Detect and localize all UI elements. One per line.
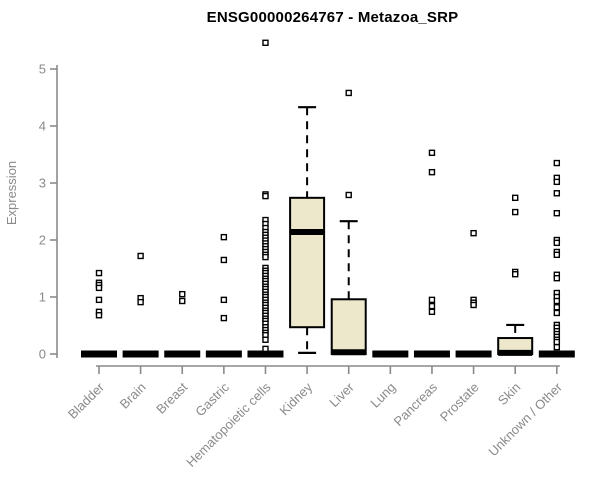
outlier-point [95,296,103,304]
median-line [413,350,450,358]
outlier-point [553,274,561,282]
x-category-label: Gastric [192,379,232,419]
median-line [455,350,492,358]
outlier-point [95,269,103,277]
median-line [164,350,201,358]
outlier-point [137,252,144,260]
outlier-point [262,192,269,200]
x-category-label: Lung [367,380,398,411]
x-category-label: Unknown / Other [485,379,565,459]
outlier-point [220,296,228,304]
outlier-point [95,312,103,319]
outlier-point [512,271,519,278]
median-line [122,350,159,358]
outlier-point [428,296,436,304]
outlier-point [512,208,519,216]
outlier-point [553,190,561,197]
outlier-point [470,229,477,237]
median-line [538,350,575,358]
outlier-point [262,39,269,46]
median-line [247,350,284,358]
outlier-point [262,336,269,343]
x-category-label: Bladder [65,379,108,422]
x-category-label: Liver [326,379,357,410]
outlier-point [262,253,269,261]
median-line [205,350,242,358]
y-tick-label: 0 [39,347,46,362]
x-category-label: Breast [153,379,190,416]
median-line [81,350,117,358]
box [330,298,367,355]
outlier-point [553,309,561,317]
median-line [372,350,409,358]
outlier-point [428,308,436,316]
outlier-point [470,301,477,309]
outlier-point [220,256,228,264]
outlier-point [553,304,561,311]
outlier-point [179,290,186,298]
outlier-point [220,314,228,322]
outlier-point [512,194,519,202]
y-tick-label: 1 [39,290,46,305]
outlier-point [95,284,103,292]
outlier-point [262,345,269,353]
outlier-point [345,89,352,97]
x-category-label: Skin [495,380,523,408]
outlier-point [553,338,561,346]
outlier-point [553,159,561,167]
y-tick-label: 2 [39,233,46,248]
y-tick-label: 4 [39,119,46,134]
x-category-label: Prostate [437,380,482,425]
x-category-label: Brain [117,380,149,412]
outlier-point [345,191,352,199]
chart-title: ENSG00000264767 - Metazoa_SRP [206,9,459,26]
outlier-point [553,239,561,247]
x-category-label: Pancreas [391,379,441,429]
outlier-point [553,297,561,305]
outlier-point [553,178,561,186]
y-tick-label: 5 [39,62,46,77]
outlier-point [137,298,144,306]
outlier-point [553,210,561,217]
outlier-point [553,251,561,259]
outlier-point [428,302,436,310]
box [289,196,326,329]
x-category-label: Kidney [277,379,316,418]
outlier-point [179,297,186,305]
outlier-point [220,233,228,241]
y-tick-label: 3 [39,176,46,191]
outlier-point [553,343,561,351]
outlier-point [428,149,436,156]
outlier-point [428,168,436,176]
